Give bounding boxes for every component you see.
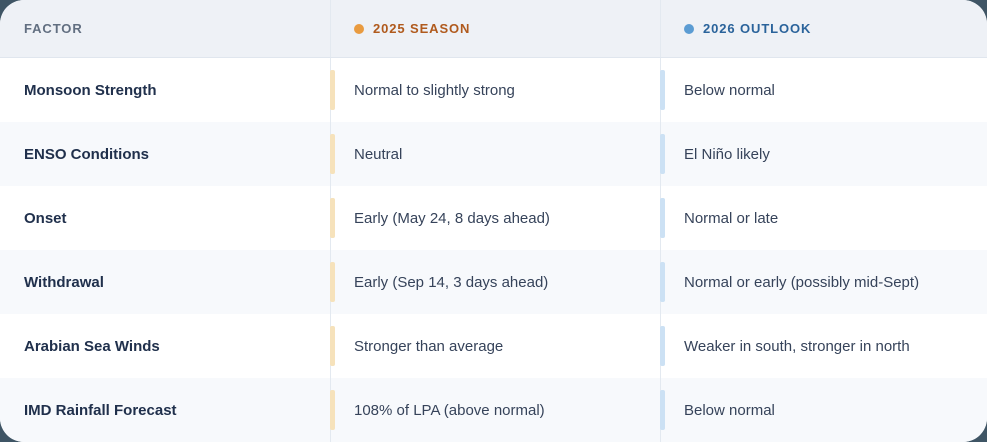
factor-cell: Arabian Sea Winds: [0, 314, 330, 378]
season-2025-cell: Early (May 24, 8 days ahead): [330, 186, 660, 250]
table-row: ENSO Conditions Neutral El Niño likely: [0, 122, 987, 186]
season-2025-cell: 108% of LPA (above normal): [330, 378, 660, 442]
factor-cell: IMD Rainfall Forecast: [0, 378, 330, 442]
season-2025-value: Normal to slightly strong: [354, 81, 515, 99]
factor-cell: ENSO Conditions: [0, 122, 330, 186]
outlook-2026-cell: Normal or early (possibly mid-Sept): [660, 250, 987, 314]
season-2025-accent-bar: [330, 198, 335, 238]
outlook-2026-value: El Niño likely: [684, 145, 770, 163]
factor-label: Withdrawal: [24, 273, 104, 291]
outlook-2026-accent-bar: [660, 390, 665, 430]
factor-cell: Onset: [0, 186, 330, 250]
column-header-factor: FACTOR: [0, 0, 330, 57]
season-2025-value: Early (May 24, 8 days ahead): [354, 209, 550, 227]
season-2025-accent-bar: [330, 134, 335, 174]
season-2025-value: 108% of LPA (above normal): [354, 401, 545, 419]
column-header-2026-outlook: 2026 OUTLOOK: [660, 0, 987, 57]
season-2025-dot-icon: [354, 23, 364, 34]
outlook-2026-accent-bar: [660, 326, 665, 366]
table-row: Arabian Sea Winds Stronger than average …: [0, 314, 987, 378]
season-2025-value: Neutral: [354, 145, 403, 163]
outlook-2026-header-label: 2026 OUTLOOK: [703, 21, 812, 36]
factor-cell: Withdrawal: [0, 250, 330, 314]
outlook-2026-value: Weaker in south, stronger in north: [684, 337, 910, 355]
factor-cell: Monsoon Strength: [0, 58, 330, 122]
outlook-2026-value: Below normal: [684, 81, 775, 99]
table-row: IMD Rainfall Forecast 108% of LPA (above…: [0, 378, 987, 442]
factor-label: Onset: [24, 209, 67, 227]
table-row: Withdrawal Early (Sep 14, 3 days ahead) …: [0, 250, 987, 314]
outlook-2026-accent-bar: [660, 262, 665, 302]
season-2025-cell: Normal to slightly strong: [330, 58, 660, 122]
outlook-2026-value: Normal or late: [684, 209, 779, 227]
season-2025-cell: Early (Sep 14, 3 days ahead): [330, 250, 660, 314]
table-header-row: FACTOR 2025 SEASON 2026 OUTLOOK: [0, 0, 987, 58]
season-2025-accent-bar: [330, 70, 335, 110]
season-2025-value: Stronger than average: [354, 337, 504, 355]
season-2025-accent-bar: [330, 326, 335, 366]
outlook-2026-accent-bar: [660, 198, 665, 238]
factor-header-label: FACTOR: [24, 21, 83, 36]
season-2025-header-label: 2025 SEASON: [373, 21, 471, 36]
factor-label: Monsoon Strength: [24, 81, 157, 99]
outlook-2026-cell: Weaker in south, stronger in north: [660, 314, 987, 378]
table-row: Monsoon Strength Normal to slightly stro…: [0, 58, 987, 122]
outlook-2026-cell: El Niño likely: [660, 122, 987, 186]
outlook-2026-accent-bar: [660, 70, 665, 110]
factor-label: ENSO Conditions: [24, 145, 149, 163]
outlook-2026-value: Below normal: [684, 401, 775, 419]
outlook-2026-cell: Normal or late: [660, 186, 987, 250]
season-2025-value: Early (Sep 14, 3 days ahead): [354, 273, 549, 291]
table-body: Monsoon Strength Normal to slightly stro…: [0, 58, 987, 442]
outlook-2026-accent-bar: [660, 134, 665, 174]
outlook-2026-dot-icon: [684, 23, 694, 34]
season-2025-cell: Stronger than average: [330, 314, 660, 378]
season-2025-cell: Neutral: [330, 122, 660, 186]
column-header-2025-season: 2025 SEASON: [330, 0, 660, 57]
outlook-2026-cell: Below normal: [660, 378, 987, 442]
outlook-2026-value: Normal or early (possibly mid-Sept): [684, 273, 920, 291]
factor-label: IMD Rainfall Forecast: [24, 401, 177, 419]
factor-label: Arabian Sea Winds: [24, 337, 160, 355]
table-row: Onset Early (May 24, 8 days ahead) Norma…: [0, 186, 987, 250]
outlook-2026-cell: Below normal: [660, 58, 987, 122]
season-2025-accent-bar: [330, 390, 335, 430]
season-2025-accent-bar: [330, 262, 335, 302]
